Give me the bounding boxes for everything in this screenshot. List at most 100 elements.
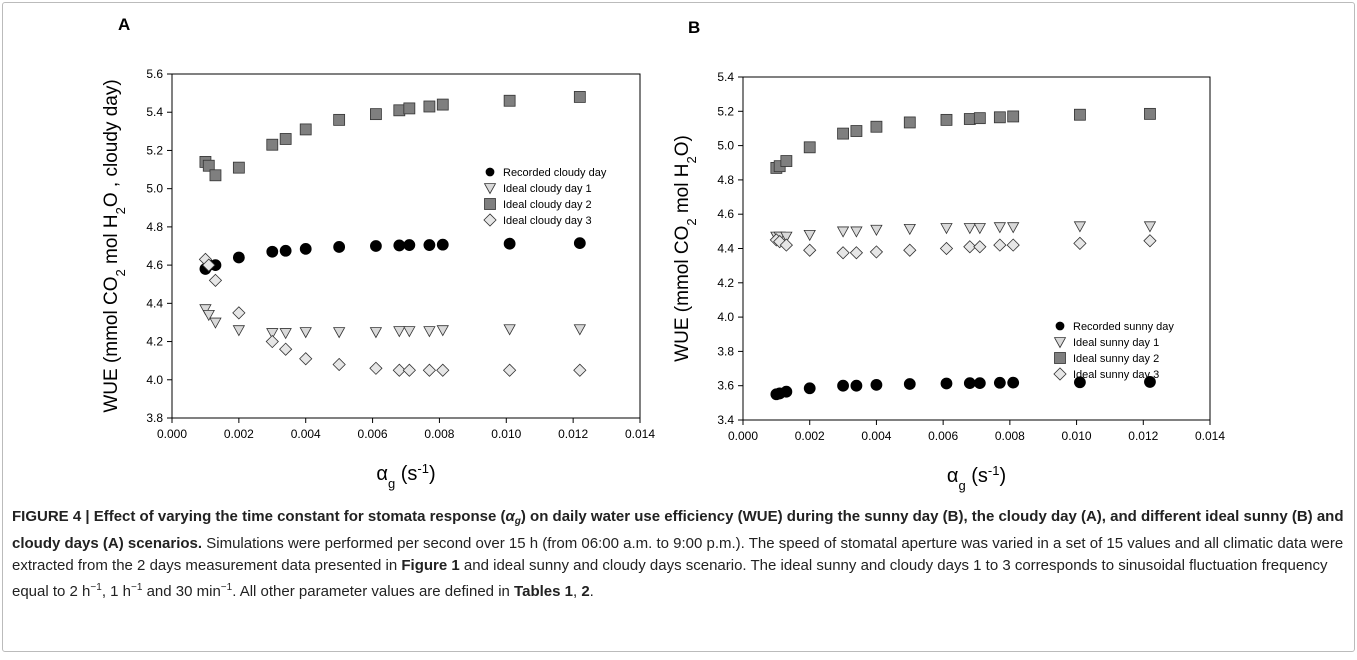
- caption-run: −1: [90, 582, 102, 593]
- marker: [836, 246, 850, 260]
- marker: [940, 113, 953, 126]
- marker: [369, 361, 383, 375]
- marker: [963, 113, 976, 125]
- caption-run: Tables 1: [514, 583, 573, 600]
- label-part: O , cloudy day): [101, 79, 122, 207]
- label-part: g: [958, 478, 965, 493]
- marker: [503, 363, 517, 377]
- marker: [403, 239, 416, 251]
- y-tick-label: 4.0: [717, 310, 734, 324]
- marker: [939, 241, 954, 256]
- y-tick-label: 4.8: [146, 220, 163, 234]
- marker: [993, 111, 1006, 124]
- x-tick-label: 0.002: [795, 429, 825, 443]
- marker: [803, 382, 816, 395]
- caption-run: and ideal sunny and cloudy days scenario…: [12, 557, 1328, 600]
- marker: [850, 125, 863, 137]
- x-tick-label: 0.012: [558, 427, 588, 441]
- marker: [903, 223, 916, 236]
- legend-label: Recorded sunny day: [1073, 321, 1174, 333]
- marker: [850, 379, 863, 392]
- marker: [209, 169, 222, 182]
- label-part: mol H: [672, 164, 693, 219]
- marker: [299, 242, 312, 255]
- x-tick-label: 0.004: [861, 429, 891, 443]
- marker: [773, 235, 787, 249]
- marker: [780, 155, 793, 167]
- marker: [266, 138, 279, 151]
- marker: [963, 377, 976, 390]
- y-tick-label: 5.4: [717, 70, 734, 84]
- marker: [393, 104, 406, 117]
- marker: [503, 94, 516, 107]
- marker: [993, 376, 1006, 389]
- legend-label: Ideal sunny day 3: [1073, 369, 1159, 381]
- caption-run: α: [505, 508, 515, 525]
- caption: FIGURE 4 | Effect of varying the time co…: [12, 506, 1347, 603]
- y-tick-label: 3.4: [717, 413, 734, 427]
- marker: [503, 237, 516, 250]
- caption-run: Simulations were performed per second ov…: [12, 535, 1344, 574]
- x-tick-label: 0.008: [424, 427, 454, 441]
- marker: [870, 224, 883, 236]
- marker: [849, 246, 864, 260]
- marker: [940, 377, 953, 390]
- label-part: ): [429, 463, 436, 485]
- y-tick-label: 4.4: [146, 296, 163, 310]
- label-part: g: [388, 476, 395, 491]
- x-tick-label: 0.000: [728, 429, 758, 443]
- marker: [403, 326, 416, 338]
- marker: [837, 127, 849, 140]
- marker: [1007, 376, 1020, 389]
- label-part: (s: [966, 465, 988, 487]
- x-tick-label: 0.000: [157, 427, 187, 441]
- x-tick-label: 0.006: [358, 427, 388, 441]
- marker: [573, 237, 586, 250]
- x-tick-label: 0.002: [224, 427, 254, 441]
- marker: [232, 161, 245, 174]
- marker: [208, 273, 223, 288]
- marker: [402, 363, 416, 377]
- label-part: -1: [988, 463, 1000, 478]
- marker: [903, 116, 916, 129]
- caption-run: 2: [581, 583, 590, 600]
- marker: [392, 363, 406, 377]
- y-tick-label: 4.4: [717, 242, 734, 256]
- marker: [803, 243, 817, 257]
- caption-run: ,: [572, 583, 582, 600]
- label-part: ): [999, 465, 1006, 487]
- label-part: -1: [417, 461, 429, 476]
- y-tick-label: 5.2: [717, 104, 734, 118]
- marker: [423, 326, 436, 338]
- label-part: α: [947, 465, 959, 487]
- marker: [436, 325, 449, 337]
- marker: [780, 231, 793, 243]
- marker: [870, 378, 883, 391]
- marker: [1143, 234, 1157, 248]
- marker: [803, 229, 816, 242]
- marker: [993, 238, 1007, 252]
- marker: [1006, 238, 1020, 252]
- caption-run: Figure 1: [401, 557, 460, 574]
- marker: [973, 377, 986, 390]
- panel-label: B: [688, 18, 700, 37]
- marker: [869, 245, 884, 259]
- label-part: mol H: [101, 214, 122, 269]
- marker: [780, 385, 793, 398]
- y-tick-label: 5.0: [717, 139, 734, 153]
- figure: A 0.000 0.002 0.004 0.006 0.008 0.010 0.012 0.01…: [101, 15, 1225, 493]
- marker: [202, 159, 215, 172]
- x-axis-label: αg (s-1): [376, 461, 435, 491]
- marker: [279, 328, 292, 340]
- marker: [279, 342, 293, 356]
- marker: [973, 223, 987, 235]
- label-part: WUE (mmol CO: [101, 277, 122, 413]
- legend-marker: [1055, 321, 1065, 331]
- y-tick-label: 3.8: [146, 411, 163, 425]
- marker: [1144, 107, 1156, 120]
- marker: [232, 306, 246, 320]
- legend-label: Ideal cloudy day 1: [503, 183, 592, 195]
- caption-run: . All other parameter values are defined…: [232, 583, 515, 600]
- legend-marker: [484, 198, 496, 210]
- label-part: 2: [113, 269, 128, 276]
